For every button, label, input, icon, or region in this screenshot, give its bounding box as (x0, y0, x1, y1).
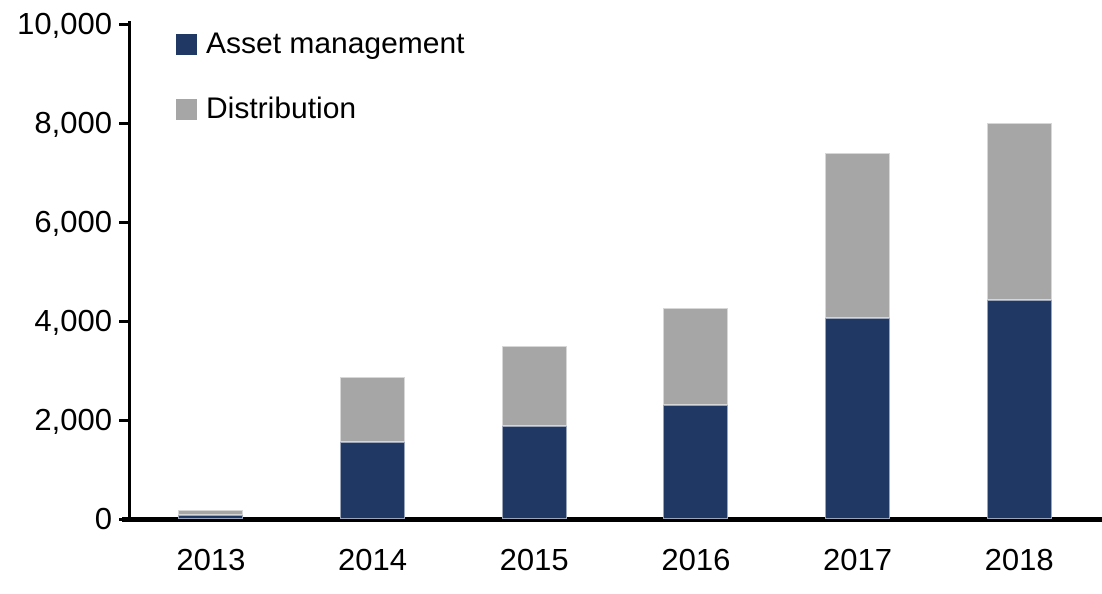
legend-label-distribution: Distribution (206, 92, 357, 125)
y-tick-2000 (119, 419, 130, 422)
legend-swatch-distribution (176, 98, 197, 120)
legend: Asset management Distribution (176, 27, 465, 163)
x-tick-label-2015: 2015 (499, 542, 569, 577)
bar-segment-asset-management-2017 (825, 318, 890, 519)
legend-label-asset-management: Asset management (206, 27, 465, 60)
bar-segment-asset-management-2014 (340, 441, 405, 519)
legend-item-asset-management: Asset management (176, 27, 465, 60)
x-tick-label-2017: 2017 (823, 542, 892, 577)
y-tick-10000 (119, 23, 130, 26)
x-axis-line (122, 517, 1102, 522)
y-tick-4000 (119, 320, 130, 323)
x-tick-label-2014: 2014 (338, 542, 407, 577)
bar-segment-distribution-2016 (663, 308, 729, 406)
y-tick-label-4000: 4,000 (34, 303, 112, 338)
y-tick-8000 (119, 122, 130, 125)
y-tick-label-10000: 10,000 (17, 6, 112, 41)
x-tick-label-2018: 2018 (984, 542, 1054, 577)
bar-segment-distribution-2013 (178, 510, 244, 516)
bar-segment-asset-management-2018 (986, 300, 1052, 519)
bar-segment-distribution-2014 (340, 376, 405, 442)
bar-segment-asset-management-2015 (501, 425, 567, 519)
y-tick-label-2000: 2,000 (34, 402, 112, 437)
y-axis-line (128, 21, 131, 521)
bar-segment-distribution-2018 (986, 123, 1052, 301)
bar-segment-asset-management-2013 (178, 515, 244, 519)
x-tick-label-2016: 2016 (661, 542, 731, 577)
bar-segment-distribution-2015 (501, 345, 567, 426)
y-tick-label-0: 0 (94, 501, 112, 536)
y-tick-label-6000: 6,000 (34, 204, 112, 239)
y-tick-label-8000: 8,000 (34, 105, 112, 140)
legend-swatch-asset-management (176, 33, 197, 55)
legend-item-distribution: Distribution (176, 92, 464, 125)
bar-segment-distribution-2017 (825, 152, 890, 319)
y-tick-0 (119, 518, 130, 521)
y-tick-6000 (119, 221, 130, 224)
x-tick-label-2013: 2013 (176, 542, 246, 577)
bar-segment-asset-management-2016 (663, 405, 729, 519)
